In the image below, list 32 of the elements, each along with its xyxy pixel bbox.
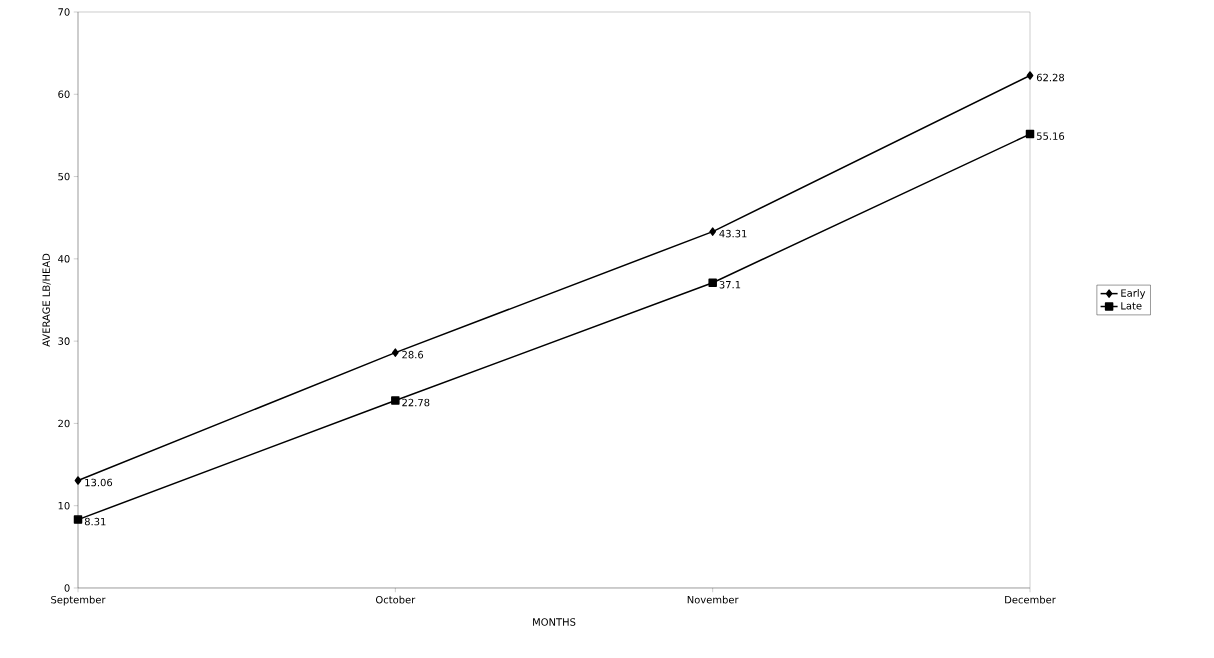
x-tick-label: December: [1005, 595, 1056, 604]
point: [709, 227, 717, 236]
x-tick-label: November: [687, 595, 739, 604]
data-label: 13.06: [85, 478, 113, 487]
point: [73, 515, 83, 524]
y-tick-label: 70: [58, 8, 70, 16]
x-axis-title: MONTHS: [533, 618, 576, 626]
point: [74, 476, 82, 485]
data-label: 62.28: [1036, 73, 1065, 82]
y-tick-label: 60: [58, 90, 70, 99]
point: [708, 278, 717, 287]
legend-label: Early: [1121, 289, 1146, 299]
data-label: 8.31: [84, 517, 106, 526]
y-tick-label: 40: [58, 255, 70, 263]
point: [1025, 129, 1035, 139]
y-tick-label: 0: [64, 584, 70, 592]
data-label: 43.31: [719, 229, 747, 238]
y-tick-label: 50: [58, 172, 70, 181]
data-label: 37.1: [719, 280, 741, 289]
x-tick-label: October: [375, 595, 416, 604]
x-tick-label: September: [51, 595, 106, 606]
point: [391, 348, 399, 357]
point: [391, 396, 400, 405]
y-tick-label: 10: [58, 501, 70, 510]
legend-label: Late: [1121, 302, 1142, 310]
y-axis-title: AVERAGE LB/HEAD: [42, 253, 51, 347]
data-label: 55.16: [1036, 132, 1065, 140]
y-tick-label: 20: [58, 419, 70, 428]
y-tick-label: 30: [58, 337, 70, 345]
data-label: 28.6: [402, 350, 424, 359]
point: [1026, 71, 1034, 80]
data-label: 22.78: [402, 398, 430, 407]
